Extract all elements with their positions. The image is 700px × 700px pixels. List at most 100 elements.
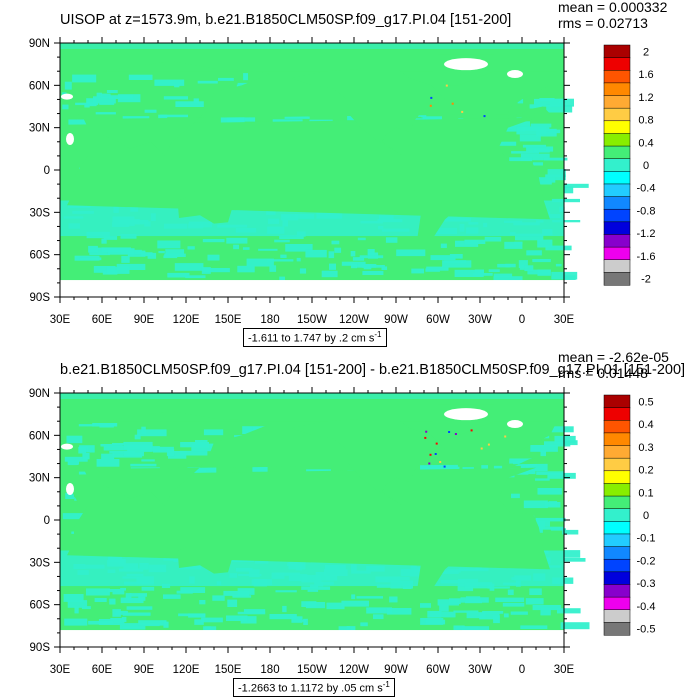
y-tick-label: 90S <box>30 292 51 304</box>
y-tick-label: 60N <box>29 430 50 442</box>
map-plot: 90N 60N 30N 0 30S 60S 90S 30E 60E 90E 120E 150E 180… <box>29 387 656 676</box>
y-tick-label: 60S <box>30 600 51 612</box>
map-area <box>59 392 590 648</box>
colorbar-swatch <box>603 407 631 421</box>
y-tick-label: 60S <box>30 250 51 262</box>
rms-label: rms = 0.02713 <box>558 15 648 31</box>
colorbar-level-label: 2 <box>643 46 649 58</box>
colorbar-swatch <box>603 521 631 535</box>
colorbar-swatch <box>603 57 631 71</box>
colorbar-level-label: -0.8 <box>637 206 656 218</box>
colorbar-level-label: 0 <box>643 510 649 522</box>
x-tick-label: 120W <box>339 314 369 326</box>
x-tick-label: 60E <box>92 314 113 326</box>
colorbar-level-label: -0.4 <box>637 183 656 195</box>
colorbar-swatch <box>603 246 631 261</box>
panel-title: b.e21.B1850CLM50SP.f09_g17.PI.04 [151-20… <box>60 362 686 378</box>
y-axis: 90N 60N 30N 0 30S 60S 90S <box>29 38 570 304</box>
x-tick-label: 30E <box>50 314 71 326</box>
colorbar-level-label: -0.3 <box>637 578 656 590</box>
colorbar-swatch <box>603 145 631 160</box>
contour-range-label: -1.2663 to 1.1172 by .05 cm s-1 <box>233 678 395 697</box>
colorbar-level-label: -0.5 <box>637 624 656 636</box>
colorbar-swatch <box>603 609 631 623</box>
colorbar-swatch <box>603 82 631 97</box>
colorbar-swatch <box>603 558 631 573</box>
colorbar-swatch <box>603 432 631 447</box>
colorbar-swatch <box>603 533 631 548</box>
colorbar-level-label: -0.1 <box>637 533 656 545</box>
colorbar-level-label: -2 <box>641 274 651 286</box>
x-tick-label: 150W <box>297 314 327 326</box>
colorbar-swatch <box>603 234 631 248</box>
x-tick-label: 180 <box>260 314 279 326</box>
colorbar-swatch <box>603 483 631 497</box>
x-tick-label: 30E <box>50 664 71 676</box>
y-axis: 90N 60N 30N 0 30S 60S 90S <box>29 388 570 654</box>
x-tick-label: 90E <box>134 664 155 676</box>
top-panel: UISOP at z=1573.9m, b.e21.B1850CLM50SP.f… <box>29 0 667 347</box>
colorbar-swatch <box>603 208 631 223</box>
colorbar-swatch <box>603 445 631 459</box>
x-tick-label: 120E <box>173 314 200 326</box>
mean-label: mean = -2.62e-05 <box>558 349 669 365</box>
colorbar-swatch <box>603 508 631 522</box>
colorbar-level-label: 0.8 <box>638 115 653 127</box>
colorbar: 2 1.6 1.2 0.8 0.4 0 -0.4 -0.8 -1.2 -1.6 -2 <box>603 44 656 286</box>
y-tick-label: 90N <box>29 388 50 400</box>
colorbar-swatch <box>603 495 631 510</box>
x-tick-label: 30W <box>468 664 492 676</box>
y-tick-label: 30N <box>29 123 50 135</box>
colorbar-swatch <box>603 158 631 172</box>
x-tick-label: 150E <box>215 314 242 326</box>
colorbar-swatch <box>603 470 631 484</box>
x-tick-label: 60E <box>92 664 113 676</box>
colorbar-swatch <box>603 546 631 560</box>
colorbar-level-label: 1.6 <box>638 69 653 81</box>
colorbar-level-label: 0.4 <box>638 419 653 431</box>
colorbar-swatch <box>603 107 631 122</box>
x-tick-label: 30W <box>468 314 492 326</box>
colorbar-swatch <box>603 272 631 286</box>
colorbar-swatch <box>603 584 631 598</box>
colorbar-swatch <box>603 394 631 409</box>
colorbar-swatch <box>603 95 631 109</box>
colorbar-swatch <box>603 70 631 84</box>
rms-label: rms = 0.01448 <box>558 365 648 381</box>
stats-block: mean = 0.000332 rms = 0.02713 <box>558 0 667 31</box>
map-area <box>59 42 589 298</box>
colorbar-level-label: 0.5 <box>638 396 653 408</box>
colorbar-swatch <box>603 420 631 434</box>
colorbar: 0.5 0.4 0.3 0.2 0.1 0 -0.1 -0.2 -0.3 -0.4 -0.5 <box>603 394 656 636</box>
x-tick-label: 120E <box>173 664 200 676</box>
x-tick-label: 60W <box>426 664 450 676</box>
colorbar-swatch <box>603 196 631 210</box>
x-tick-label: 60W <box>426 314 450 326</box>
x-tick-label: 90E <box>134 314 155 326</box>
colorbar-swatch <box>603 120 631 134</box>
colorbar-swatch <box>603 183 631 198</box>
mean-label: mean = 0.000332 <box>558 0 668 15</box>
x-tick-label: 150W <box>297 664 327 676</box>
colorbar-level-label: -1.2 <box>637 228 656 240</box>
colorbar-swatch <box>603 259 631 273</box>
contour-range-label: -1.611 to 1.747 by .2 cm s-1 <box>243 328 387 347</box>
y-tick-label: 30S <box>30 557 51 569</box>
panel-title: UISOP at z=1573.9m, b.e21.B1850CLM50SP.f… <box>60 12 512 28</box>
x-axis: 30E 60E 90E 120E 150E 180 150W 120W 90W 60W 30W 0 30… <box>50 37 575 326</box>
y-tick-label: 0 <box>44 165 50 177</box>
x-axis: 30E 60E 90E 120E 150E 180 150W 120W 90W 60W 30W 0 30… <box>50 387 575 676</box>
colorbar-level-label: -1.6 <box>637 251 656 263</box>
x-tick-label: 0 <box>519 314 525 326</box>
x-tick-label: 150E <box>215 664 242 676</box>
y-tick-label: 30N <box>29 473 50 485</box>
colorbar-level-label: 0.2 <box>638 465 653 477</box>
y-tick-label: 30S <box>30 207 51 219</box>
colorbar-swatch <box>603 44 631 59</box>
colorbar-level-label: -0.4 <box>637 601 656 613</box>
y-tick-label: 90S <box>30 642 51 654</box>
colorbar-level-label: 0 <box>643 160 649 172</box>
colorbar-swatch <box>603 221 631 236</box>
bottom-panel: b.e21.B1850CLM50SP.f09_g17.PI.04 [151-20… <box>0 349 700 700</box>
colorbar-level-label: 0.1 <box>638 487 653 499</box>
